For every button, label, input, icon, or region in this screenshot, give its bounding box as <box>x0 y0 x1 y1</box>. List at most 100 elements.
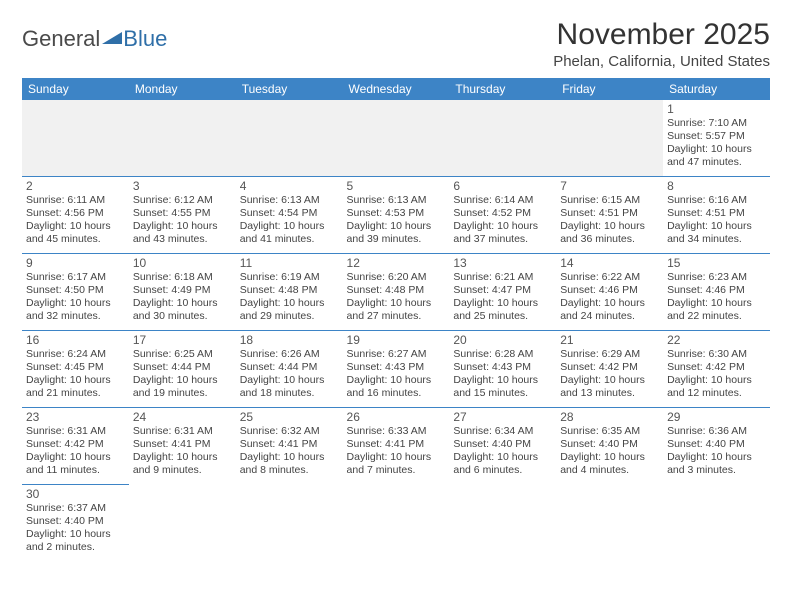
calendar-cell: 24Sunrise: 6:31 AMSunset: 4:41 PMDayligh… <box>129 408 236 485</box>
day-info: Sunrise: 6:13 AMSunset: 4:54 PMDaylight:… <box>240 194 339 247</box>
calendar-cell <box>22 100 129 177</box>
info-line: Sunrise: 6:36 AM <box>667 425 766 438</box>
info-line: and 43 minutes. <box>133 233 232 246</box>
info-line: Daylight: 10 hours <box>26 374 125 387</box>
info-line: Sunrise: 6:34 AM <box>453 425 552 438</box>
info-line: Sunset: 4:51 PM <box>560 207 659 220</box>
calendar-page: GeneralBlue November 2025 Phelan, Califo… <box>0 0 792 579</box>
calendar-cell: 16Sunrise: 6:24 AMSunset: 4:45 PMDayligh… <box>22 331 129 408</box>
info-line: Daylight: 10 hours <box>26 528 125 541</box>
info-line: Sunrise: 6:27 AM <box>347 348 446 361</box>
day-info: Sunrise: 6:18 AMSunset: 4:49 PMDaylight:… <box>133 271 232 324</box>
info-line: Sunset: 4:42 PM <box>560 361 659 374</box>
title-block: November 2025 Phelan, California, United… <box>553 18 770 70</box>
info-line: Sunset: 4:47 PM <box>453 284 552 297</box>
brand-triangle-icon <box>102 24 122 50</box>
info-line: and 19 minutes. <box>133 387 232 400</box>
info-line: Daylight: 10 hours <box>26 451 125 464</box>
calendar-cell: 30Sunrise: 6:37 AMSunset: 4:40 PMDayligh… <box>22 485 129 562</box>
day-info: Sunrise: 6:37 AMSunset: 4:40 PMDaylight:… <box>26 502 125 555</box>
info-line: Sunset: 4:44 PM <box>240 361 339 374</box>
info-line: Sunrise: 6:33 AM <box>347 425 446 438</box>
day-number: 1 <box>667 102 766 116</box>
info-line: Sunset: 4:48 PM <box>347 284 446 297</box>
info-line: Sunrise: 6:32 AM <box>240 425 339 438</box>
info-line: and 4 minutes. <box>560 464 659 477</box>
info-line: Sunrise: 6:30 AM <box>667 348 766 361</box>
info-line: Sunrise: 6:31 AM <box>133 425 232 438</box>
day-info: Sunrise: 6:16 AMSunset: 4:51 PMDaylight:… <box>667 194 766 247</box>
info-line: Sunrise: 6:13 AM <box>347 194 446 207</box>
weekday-header: Thursday <box>449 78 556 100</box>
info-line: Daylight: 10 hours <box>453 297 552 310</box>
info-line: and 29 minutes. <box>240 310 339 323</box>
info-line: Sunrise: 6:37 AM <box>26 502 125 515</box>
info-line: Sunset: 4:41 PM <box>133 438 232 451</box>
day-info: Sunrise: 6:12 AMSunset: 4:55 PMDaylight:… <box>133 194 232 247</box>
calendar-cell <box>663 485 770 562</box>
info-line: and 11 minutes. <box>26 464 125 477</box>
calendar-cell <box>449 485 556 562</box>
calendar-cell <box>556 100 663 177</box>
info-line: Sunset: 4:50 PM <box>26 284 125 297</box>
info-line: Sunset: 5:57 PM <box>667 130 766 143</box>
day-number: 7 <box>560 179 659 193</box>
info-line: Sunset: 4:40 PM <box>667 438 766 451</box>
day-info: Sunrise: 7:10 AMSunset: 5:57 PMDaylight:… <box>667 117 766 170</box>
day-number: 29 <box>667 410 766 424</box>
day-info: Sunrise: 6:23 AMSunset: 4:46 PMDaylight:… <box>667 271 766 324</box>
weekday-header: Saturday <box>663 78 770 100</box>
day-info: Sunrise: 6:14 AMSunset: 4:52 PMDaylight:… <box>453 194 552 247</box>
calendar-cell <box>129 485 236 562</box>
weekday-header: Sunday <box>22 78 129 100</box>
day-number: 3 <box>133 179 232 193</box>
calendar-cell <box>556 485 663 562</box>
info-line: Daylight: 10 hours <box>453 374 552 387</box>
calendar-row: 16Sunrise: 6:24 AMSunset: 4:45 PMDayligh… <box>22 331 770 408</box>
info-line: and 34 minutes. <box>667 233 766 246</box>
info-line: Daylight: 10 hours <box>667 220 766 233</box>
calendar-cell: 12Sunrise: 6:20 AMSunset: 4:48 PMDayligh… <box>343 254 450 331</box>
calendar-cell <box>129 100 236 177</box>
info-line: Daylight: 10 hours <box>240 220 339 233</box>
calendar-cell: 10Sunrise: 6:18 AMSunset: 4:49 PMDayligh… <box>129 254 236 331</box>
info-line: and 2 minutes. <box>26 541 125 554</box>
info-line: Daylight: 10 hours <box>667 451 766 464</box>
day-info: Sunrise: 6:32 AMSunset: 4:41 PMDaylight:… <box>240 425 339 478</box>
calendar-cell: 17Sunrise: 6:25 AMSunset: 4:44 PMDayligh… <box>129 331 236 408</box>
day-number: 8 <box>667 179 766 193</box>
day-info: Sunrise: 6:13 AMSunset: 4:53 PMDaylight:… <box>347 194 446 247</box>
day-info: Sunrise: 6:25 AMSunset: 4:44 PMDaylight:… <box>133 348 232 401</box>
weekday-header-row: Sunday Monday Tuesday Wednesday Thursday… <box>22 78 770 100</box>
info-line: Sunrise: 6:13 AM <box>240 194 339 207</box>
title-location: Phelan, California, United States <box>553 53 770 70</box>
info-line: Daylight: 10 hours <box>560 297 659 310</box>
info-line: and 30 minutes. <box>133 310 232 323</box>
day-number: 2 <box>26 179 125 193</box>
day-number: 6 <box>453 179 552 193</box>
info-line: Sunset: 4:40 PM <box>560 438 659 451</box>
day-number: 30 <box>26 487 125 501</box>
info-line: Daylight: 10 hours <box>347 451 446 464</box>
calendar-cell: 6Sunrise: 6:14 AMSunset: 4:52 PMDaylight… <box>449 177 556 254</box>
calendar-cell: 3Sunrise: 6:12 AMSunset: 4:55 PMDaylight… <box>129 177 236 254</box>
info-line: and 24 minutes. <box>560 310 659 323</box>
info-line: Sunset: 4:40 PM <box>453 438 552 451</box>
info-line: and 7 minutes. <box>347 464 446 477</box>
info-line: Sunset: 4:41 PM <box>240 438 339 451</box>
info-line: Daylight: 10 hours <box>667 143 766 156</box>
info-line: Daylight: 10 hours <box>347 374 446 387</box>
info-line: Sunset: 4:52 PM <box>453 207 552 220</box>
info-line: Sunrise: 6:14 AM <box>453 194 552 207</box>
info-line: Sunrise: 6:22 AM <box>560 271 659 284</box>
day-number: 20 <box>453 333 552 347</box>
info-line: and 22 minutes. <box>667 310 766 323</box>
info-line: and 45 minutes. <box>26 233 125 246</box>
info-line: Daylight: 10 hours <box>133 374 232 387</box>
calendar-cell: 28Sunrise: 6:35 AMSunset: 4:40 PMDayligh… <box>556 408 663 485</box>
info-line: Sunrise: 6:18 AM <box>133 271 232 284</box>
calendar-cell: 18Sunrise: 6:26 AMSunset: 4:44 PMDayligh… <box>236 331 343 408</box>
calendar-cell: 20Sunrise: 6:28 AMSunset: 4:43 PMDayligh… <box>449 331 556 408</box>
info-line: Daylight: 10 hours <box>453 220 552 233</box>
info-line: and 47 minutes. <box>667 156 766 169</box>
